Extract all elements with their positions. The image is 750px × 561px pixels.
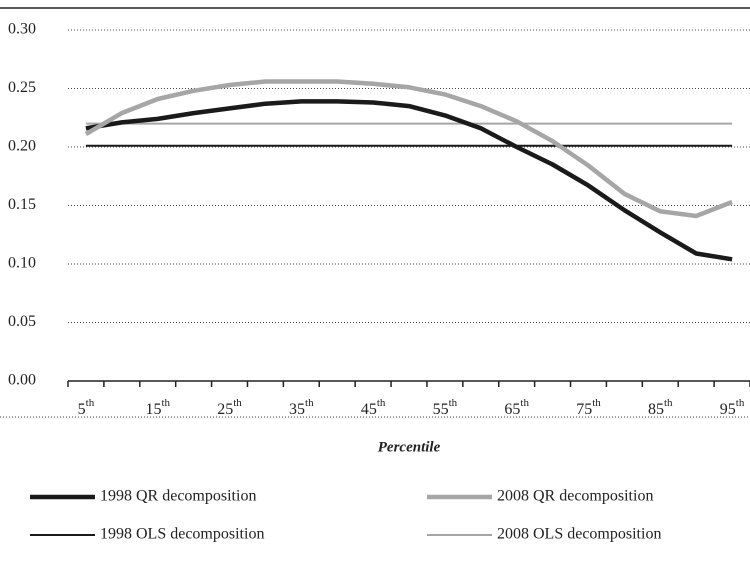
series-line bbox=[84, 79, 733, 219]
y-tick-label: 0.05 bbox=[8, 313, 36, 330]
y-tick-label: 0.30 bbox=[8, 21, 36, 38]
legend-label: 2008 QR decomposition bbox=[497, 488, 653, 505]
y-tick-label: 0.10 bbox=[8, 255, 36, 272]
x-tick-label: 85th bbox=[648, 397, 673, 418]
x-tick-label: 5th bbox=[78, 397, 95, 418]
legend-label: 2008 OLS decomposition bbox=[497, 526, 661, 543]
legend-label: 1998 QR decomposition bbox=[100, 488, 256, 505]
x-tick-label: 15th bbox=[145, 397, 170, 418]
x-tick-label: 55th bbox=[433, 397, 458, 418]
x-tick-label: 25th bbox=[217, 397, 242, 418]
y-tick-label: 0.15 bbox=[8, 196, 36, 213]
y-tick-label: 0.25 bbox=[8, 79, 36, 96]
x-axis-label: Percentile bbox=[378, 439, 441, 455]
x-tick-label: 35th bbox=[289, 397, 314, 418]
y-tick-label: 0.20 bbox=[8, 138, 36, 155]
series-line bbox=[85, 99, 733, 262]
x-tick-label: 45th bbox=[361, 397, 386, 418]
y-tick-label: 0.00 bbox=[8, 372, 36, 389]
x-tick-label: 65th bbox=[504, 397, 529, 418]
x-tick-label: 75th bbox=[576, 397, 601, 418]
x-tick-label: 95th bbox=[720, 397, 745, 418]
legend-label: 1998 OLS decomposition bbox=[100, 526, 264, 543]
